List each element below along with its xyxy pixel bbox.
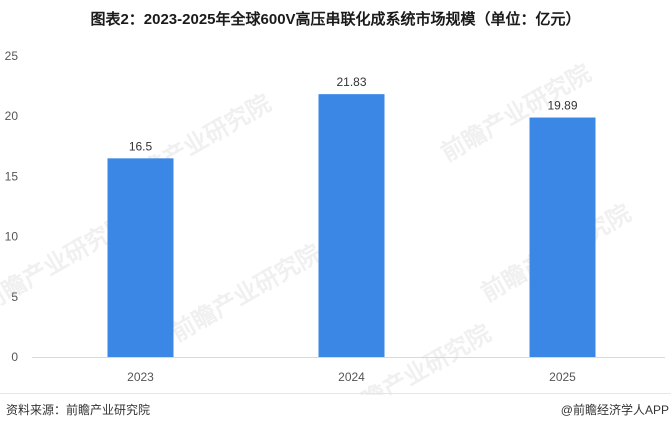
source-note: 资料来源：前瞻产业研究院 — [6, 403, 151, 417]
data-label-2024: 21.83 — [336, 75, 366, 89]
y-tick-label: 0 — [11, 350, 18, 364]
brand-note: @前瞻经济学人APP — [560, 403, 669, 417]
y-tick-label: 5 — [11, 290, 18, 304]
chart-title: 图表2：2023-2025年全球600V高压串联化成系统市场规模（单位：亿元） — [90, 11, 581, 28]
data-label-2023: 16.5 — [129, 139, 153, 153]
bar-2024 — [318, 94, 385, 357]
bar-chart: 前瞻产业研究院前瞻产业研究院前瞻产业研究院前瞻产业研究院前瞻产业研究院前瞻产业研… — [0, 49, 665, 395]
bar-2023 — [107, 158, 174, 357]
data-label-2025: 19.89 — [547, 99, 577, 113]
y-tick-label: 25 — [5, 49, 19, 63]
y-tick-label: 10 — [5, 230, 19, 244]
y-tick-label: 15 — [5, 169, 19, 183]
footer-divider — [0, 393, 671, 394]
watermark-text: 前瞻产业研究院 — [166, 239, 325, 347]
y-tick-label: 20 — [5, 109, 19, 123]
x-tick-label-2025: 2025 — [549, 370, 576, 384]
x-tick-label-2024: 2024 — [338, 370, 365, 384]
bar-2025 — [529, 117, 596, 357]
axis-layer: 0 5 10 15 20 25 — [5, 49, 665, 364]
x-tick-label-2023: 2023 — [127, 370, 154, 384]
bar-layer: 16.5 2023 21.83 2024 19.89 2025 — [107, 75, 596, 384]
